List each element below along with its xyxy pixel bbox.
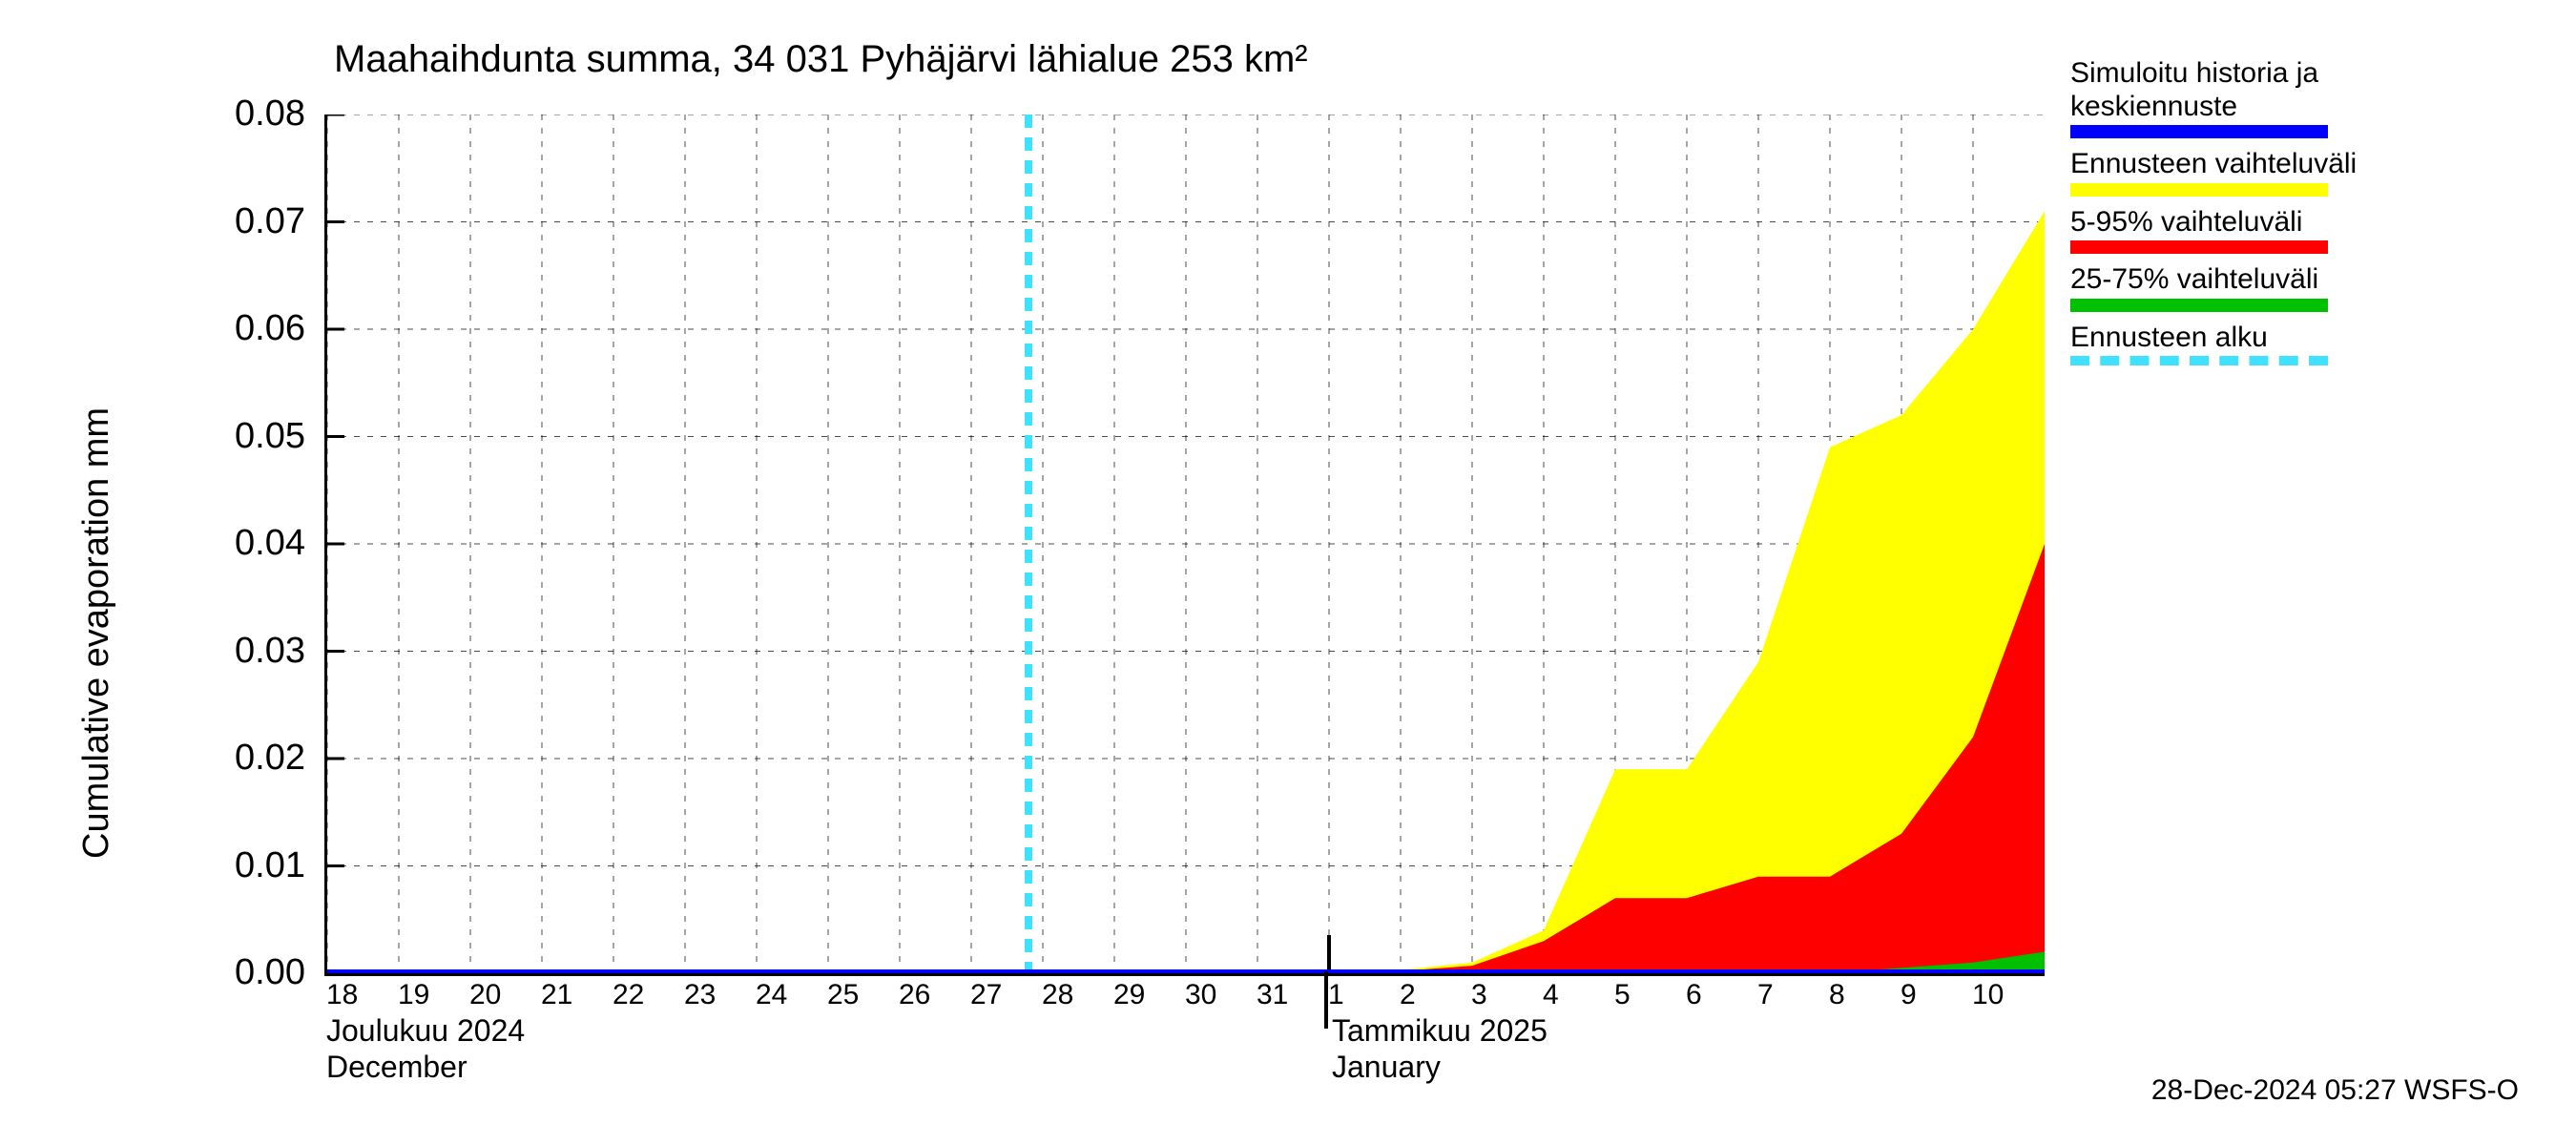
y-tick-label: 0.03 [200,631,305,672]
legend-swatch [2070,240,2328,254]
y-tick-label: 0.00 [200,952,305,993]
y-tick-label: 0.07 [200,201,305,242]
legend-label: Ennusteen vaihteluväli [2070,148,2357,181]
chart-title: Maahaihdunta summa, 34 031 Pyhäjärvi läh… [334,38,1308,81]
x-tick-label: 31 [1257,979,1288,1011]
footer-timestamp: 28-Dec-2024 05:27 WSFS-O [2151,1074,2519,1107]
x-tick-label: 27 [970,979,1002,1011]
y-axis-label: Cumulative evaporation mm [76,407,117,859]
x-tick-label: 4 [1543,979,1559,1011]
x-tick-label: 25 [827,979,859,1011]
x-tick-label: 24 [756,979,787,1011]
x-tick-label: 10 [1972,979,2004,1011]
x-tick-label: 21 [541,979,572,1011]
legend-label: Ennusteen alku [2070,322,2357,355]
y-tick-label: 0.08 [200,94,305,135]
y-tick-label: 0.01 [200,845,305,886]
month-label-jan-en: January [1332,1050,1441,1085]
x-tick-label: 28 [1042,979,1073,1011]
legend-label: 5-95% vaihteluväli [2070,206,2357,239]
legend-item: 25-75% vaihteluväli [2070,263,2357,312]
y-tick-label: 0.06 [200,308,305,349]
x-tick-label: 30 [1185,979,1216,1011]
band-yellow [327,211,2045,973]
x-tick-label: 18 [326,979,358,1011]
x-tick-label: 7 [1757,979,1774,1011]
x-tick-label: 1 [1328,979,1344,1011]
y-tick-label: 0.02 [200,738,305,779]
x-tick-label: 23 [684,979,716,1011]
x-tick-label: 19 [398,979,429,1011]
legend-item: Ennusteen vaihteluväli [2070,148,2357,197]
legend-swatch [2070,183,2328,197]
x-tick-label: 22 [613,979,644,1011]
x-tick-label: 6 [1686,979,1702,1011]
plot-area [324,114,2045,976]
legend-item: 5-95% vaihteluväli [2070,206,2357,255]
x-tick-label: 26 [899,979,930,1011]
x-tick-label: 3 [1471,979,1487,1011]
month-divider [1324,971,1328,1029]
legend-item: Simuloitu historia jakeskiennuste [2070,57,2357,138]
x-tick-label: 2 [1400,979,1416,1011]
x-tick-label: 5 [1614,979,1631,1011]
x-tick-label: 9 [1901,979,1917,1011]
legend-label: Simuloitu historia jakeskiennuste [2070,57,2357,123]
legend: Simuloitu historia jakeskiennuste Ennuste… [2070,57,2357,375]
legend-swatch [2070,356,2328,365]
legend-label: 25-75% vaihteluväli [2070,263,2357,297]
x-tick-label: 8 [1829,979,1845,1011]
x-tick-label: 20 [469,979,501,1011]
y-tick-label: 0.04 [200,523,305,564]
legend-swatch [2070,125,2328,138]
x-tick-label: 29 [1113,979,1145,1011]
legend-swatch [2070,299,2328,312]
month-label-dec-en: December [326,1050,467,1085]
month-label-dec-fi: Joulukuu 2024 [326,1013,525,1049]
legend-item: Ennusteen alku [2070,322,2357,366]
month-label-jan-fi: Tammikuu 2025 [1332,1013,1548,1049]
y-tick-label: 0.05 [200,416,305,457]
